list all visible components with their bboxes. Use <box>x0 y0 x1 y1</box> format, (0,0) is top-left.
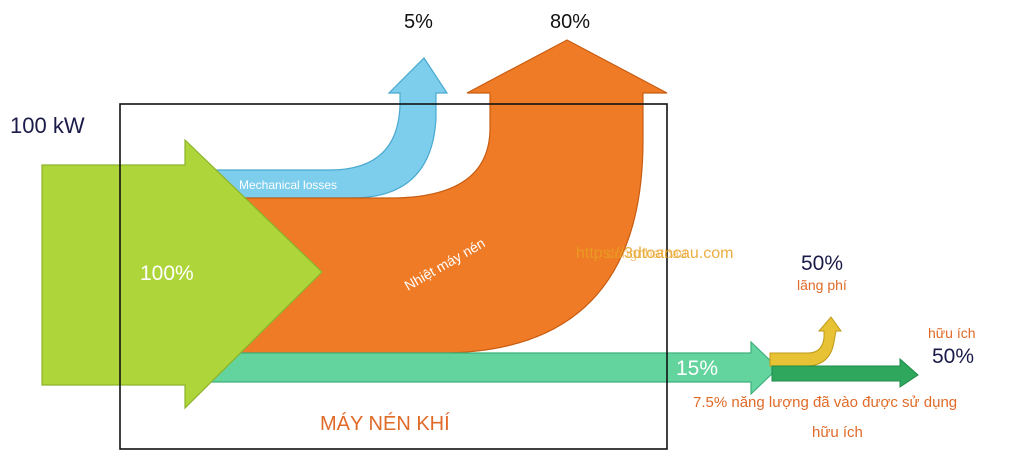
useful-stream-percent-label: 15% <box>676 357 718 380</box>
input-power-label: 100 kW <box>10 113 85 138</box>
useful-percent-label: 50% <box>932 345 974 368</box>
mechanical-percent-label: 5% <box>404 11 433 33</box>
useful-output-arrow <box>771 357 919 388</box>
mechanical-losses-label: Mechanical losses <box>239 178 337 192</box>
input-percent-label: 100% <box>140 262 194 285</box>
watermark-back: dongnhatcau <box>606 245 687 261</box>
input-energy-arrow <box>41 138 323 410</box>
waste-branch-arrow <box>769 316 842 367</box>
efficiency-note-line2: hữu ích <box>812 424 863 441</box>
compressor-box-label: MÁY NÉN KHÍ <box>320 412 450 435</box>
compressor-heat-flow <box>229 39 668 354</box>
useful-energy-stream <box>204 340 779 396</box>
compressor-box <box>119 103 668 450</box>
mechanical-losses-flow <box>214 57 449 199</box>
watermark-url: https://3dtoancau.com <box>576 245 733 262</box>
efficiency-note-line1: 7.5% năng lượng đã vào được sử dụng <box>693 394 957 411</box>
heat-percent-label: 80% <box>550 11 590 33</box>
waste-label: lãng phí <box>797 277 847 293</box>
useful-label: hữu ích <box>928 325 976 341</box>
waste-percent-label: 50% <box>801 252 843 275</box>
